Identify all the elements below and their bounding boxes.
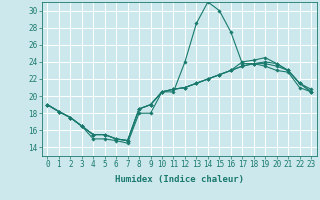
X-axis label: Humidex (Indice chaleur): Humidex (Indice chaleur)	[115, 175, 244, 184]
